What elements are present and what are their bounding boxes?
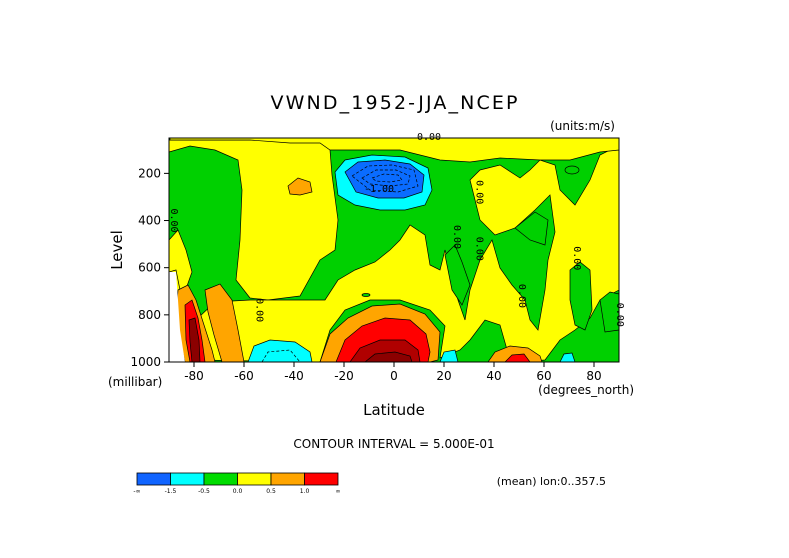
contour-label: 0.00: [474, 237, 485, 261]
colorbar-swatch: [203, 472, 238, 486]
contour-label: 0.00: [474, 180, 485, 204]
y-tick-label: 600: [138, 261, 161, 275]
units-label: (units:m/s): [550, 119, 615, 133]
x-tick-label: -20: [334, 369, 354, 383]
cold-patch-30n: [439, 349, 459, 362]
x-tick-label: -40: [284, 369, 304, 383]
colorbar-label: 0.5: [266, 488, 276, 495]
contour-field: [169, 138, 619, 362]
chart-title: VWND_1952-JJA_NCEP: [271, 92, 518, 114]
left-warm-column: [169, 269, 245, 362]
colorbar-swatch: [237, 472, 272, 486]
contour-label: 0.00: [516, 284, 527, 308]
y-axis: 200 400 600 800 1000: [130, 166, 169, 369]
y-axis-unit: (millibar): [108, 375, 162, 389]
x-tick-label: 80: [586, 369, 601, 383]
x-tick-label: 60: [536, 369, 551, 383]
contour-label: 0.00: [168, 208, 179, 232]
colorbar-label: -0.5: [198, 488, 210, 495]
x-axis: -80 -60 -40 -20 0 20 40 60 80: [184, 362, 602, 383]
orange-patch-upper: [287, 177, 313, 196]
x-axis-unit: (degrees_north): [538, 383, 634, 397]
colorbar-label: 1.0: [300, 488, 310, 495]
colorbar-label: -∞: [133, 488, 140, 495]
y-tick-label: 1000: [130, 355, 161, 369]
contour-label: 0.00: [614, 303, 625, 327]
colorbar-swatch: [170, 472, 205, 486]
yellow-regions: [169, 138, 619, 362]
central-warm-cell: [319, 303, 441, 362]
colorbar-label: -1.5: [165, 488, 177, 495]
contour-labels: 0.00 -1.00 0.00 0.00 0.00 0.00 0.00 0.00 0.00 0.0…: [168, 132, 625, 327]
colorbar-label: ∞: [336, 488, 341, 495]
jet-cold-cell: [334, 154, 433, 211]
y-tick-label: 800: [138, 308, 161, 322]
contour-label: 0.00: [451, 225, 462, 249]
cold-patch-surface-inner: [261, 349, 301, 362]
colorbar-swatch: [136, 472, 171, 486]
contour-label: 0.00: [417, 132, 441, 143]
x-tick-label: 40: [486, 369, 501, 383]
green-island-2: [361, 293, 371, 297]
cold-patch-70n: [559, 352, 576, 362]
x-tick-label: -80: [184, 369, 204, 383]
x-tick-label: 0: [390, 369, 398, 383]
y-tick-label: 200: [138, 166, 161, 180]
y-axis-label: Level: [108, 230, 126, 270]
x-axis-label: Latitude: [363, 401, 425, 419]
y-tick-label: 400: [138, 214, 161, 228]
contour-label: -1.00: [364, 184, 394, 195]
contour-label: 0.00: [571, 246, 582, 270]
colorbar: -∞ -1.5 -0.5 0.0 0.5 1.0 ∞: [133, 472, 341, 495]
x-tick-label: 20: [436, 369, 451, 383]
cold-patch-surface: [247, 339, 313, 362]
red-patch-lower-right: [504, 353, 531, 362]
green-island-1: [564, 165, 580, 175]
x-tick-label: -60: [234, 369, 254, 383]
contour-label: 0.00: [254, 298, 265, 322]
colorbar-swatch: [270, 472, 305, 486]
orange-patch-lower-right: [487, 345, 543, 362]
stats-text: (mean) lon:0..357.5: [497, 475, 606, 488]
colorbar-swatch: [304, 472, 339, 486]
colorbar-label: 0.0: [233, 488, 243, 495]
contour-interval: CONTOUR INTERVAL = 5.000E-01: [293, 437, 494, 451]
